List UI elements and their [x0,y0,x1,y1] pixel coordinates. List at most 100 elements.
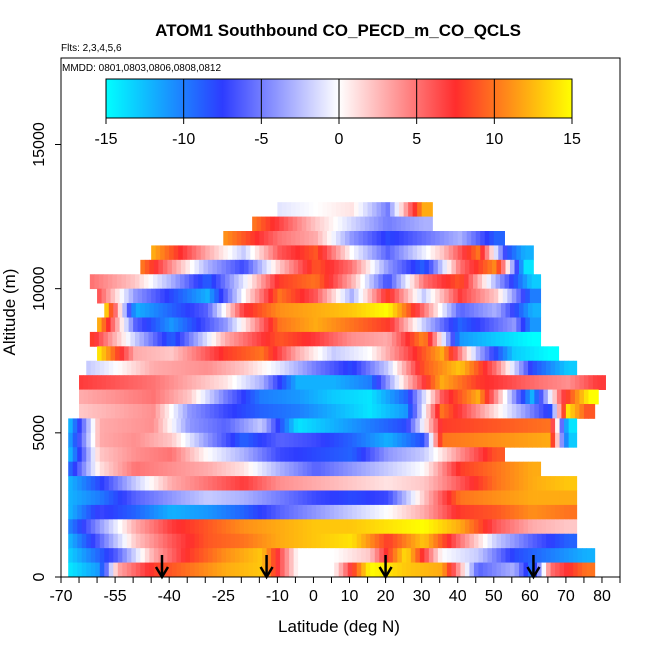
heatmap-cell [162,519,168,535]
heatmap-cell [546,432,551,448]
heatmap-cell [374,259,380,275]
heatmap-cell [257,533,263,549]
heatmap-cell [435,346,441,362]
heatmap-cell [356,418,362,434]
heatmap-cell [365,303,371,318]
heatmap-cell [424,461,430,477]
heatmap-cell [390,404,395,419]
heatmap-cell [198,259,204,275]
heatmap-cell [370,533,376,549]
heatmap-cell [68,447,74,463]
heatmap-cell [374,519,380,535]
heatmap-cell [289,519,295,535]
x-tick-label: 30 [413,588,431,605]
heatmap-cell [331,375,337,390]
heatmap-cell [244,533,249,549]
heatmap-cell [564,418,570,434]
heatmap-cell [244,461,249,477]
heatmap-cell [428,504,434,520]
heatmap-cell [140,461,146,477]
heatmap-cell [272,317,278,333]
heatmap-cell [86,519,92,535]
heatmap-cell [460,519,466,535]
heatmap-cell [439,288,445,304]
heatmap-cell [546,562,551,578]
heatmap-cell [283,274,289,290]
heatmap-cell [358,375,364,390]
heatmap-cell [372,288,377,304]
heatmap-cell [83,389,89,405]
heatmap-cell [382,331,388,347]
heatmap-cell [90,490,96,506]
heatmap-cell [290,317,296,333]
heatmap-cell [216,562,222,578]
heatmap-cell [180,418,186,434]
heatmap-cell [334,447,340,463]
heatmap-cell [298,447,304,463]
heatmap-cell [374,461,380,477]
heatmap-cell [117,504,123,520]
heatmap-cell [277,375,283,390]
heatmap-cell [95,447,101,463]
heatmap-cell [427,216,433,232]
heatmap-cell [232,288,238,304]
heatmap-cell [89,331,95,347]
heatmap-cell [211,331,217,347]
heatmap-cell [367,231,373,246]
heatmap-cell [392,259,398,275]
heatmap-cell [189,519,195,535]
heatmap-cell [178,375,184,390]
heatmap-cell [329,533,335,549]
heatmap-cell [143,331,149,347]
heatmap-cell [189,548,195,563]
heatmap-cell [149,360,155,376]
heatmap-cell [95,519,101,535]
heatmap-cell [108,490,114,506]
heatmap-cell [419,447,425,463]
heatmap-cell [471,317,477,333]
heatmap-cell [394,288,400,304]
heatmap-cell [478,461,484,477]
heatmap-cell [519,562,524,578]
heatmap-cell [113,548,119,563]
heatmap-cell [464,360,470,376]
heatmap-cell [86,533,92,549]
heatmap-cell [392,562,398,578]
heatmap-cell [128,317,134,333]
heatmap-cell [338,360,344,376]
heatmap-cell [430,245,436,261]
heatmap-cell [564,533,570,549]
heatmap-cell [135,432,141,448]
heatmap-cell [200,389,206,405]
heatmap-cell [270,274,276,290]
heatmap-cell [211,274,217,290]
heatmap-cell [480,346,486,362]
heatmap-cell [342,274,348,290]
heatmap-cell [457,375,463,390]
heatmap-cell [171,548,177,563]
heatmap-cell [388,461,394,477]
heatmap-cell [338,548,344,563]
heatmap-cell [324,216,330,232]
heatmap-cell [149,548,155,563]
heatmap-cell [99,533,105,549]
heatmap-cell [241,288,247,304]
heatmap-cell [88,389,93,405]
heatmap-cell [331,231,337,246]
heatmap-cell [304,245,310,261]
heatmap-cell [475,245,481,261]
heatmap-cell [390,317,395,333]
heatmap-cell [460,432,466,448]
heatmap-cell [113,533,119,549]
heatmap-cell [410,360,416,376]
heatmap-cell [397,418,403,434]
heatmap-cell [437,303,443,318]
heatmap-cell [256,331,262,347]
heatmap-cell [281,245,287,261]
heatmap-cell [68,519,74,535]
heatmap-cell [295,317,301,333]
heatmap-cell [236,245,242,261]
heatmap-cell [478,519,484,535]
heatmap-cell [462,288,468,304]
heatmap-cell [437,461,443,477]
